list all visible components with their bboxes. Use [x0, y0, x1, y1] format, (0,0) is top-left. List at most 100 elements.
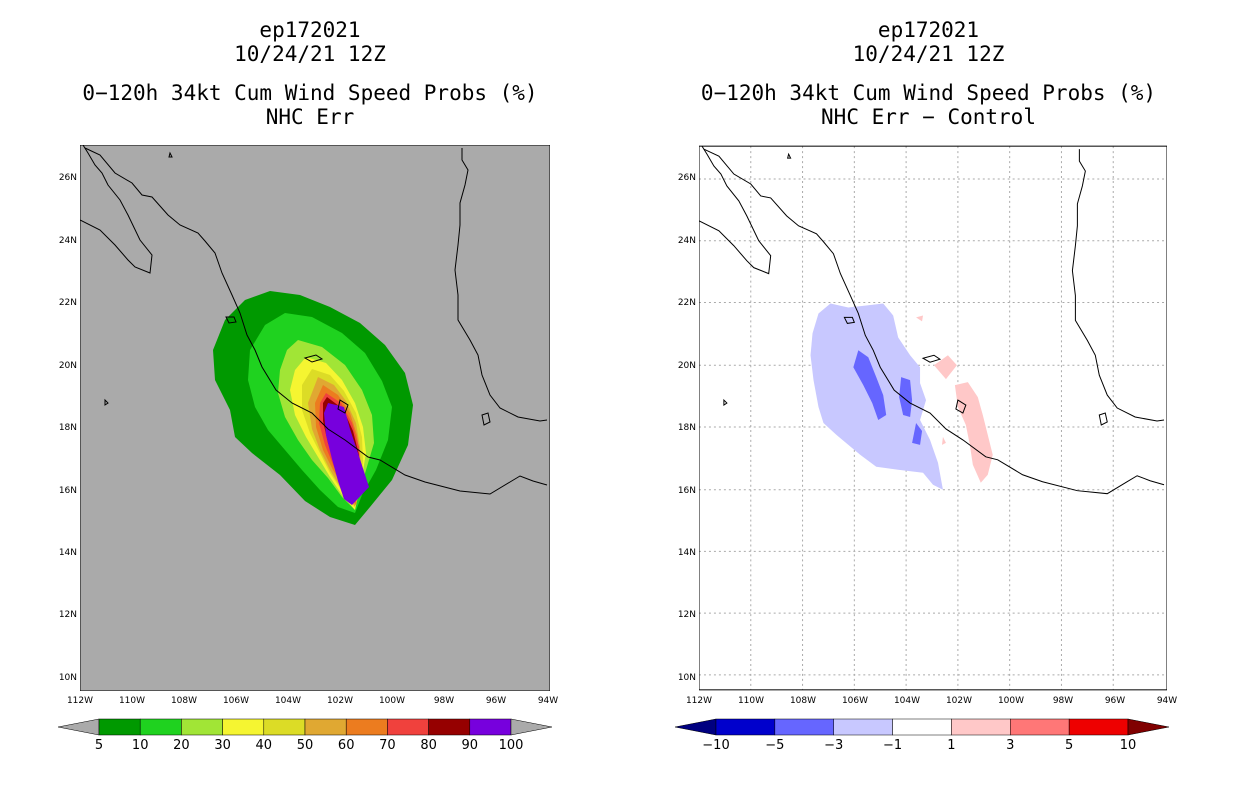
right-colorbar-label: −10	[702, 738, 729, 753]
lat-label-12n: 12N	[678, 610, 696, 620]
left-colorbar-label: 100	[499, 738, 524, 753]
right-colorbar-swatch	[1068, 718, 1129, 736]
left-colorbar-label: 60	[338, 738, 355, 753]
left-colorbar-swatch	[428, 718, 471, 736]
lon-label-102w: 102W	[327, 696, 353, 706]
right-subtitle: NHC Err − Control	[821, 105, 1036, 129]
lat-label-16n: 16N	[678, 486, 696, 496]
right-colorbar-label: −1	[883, 738, 902, 753]
right-colorbar-arrow-high	[1127, 718, 1170, 736]
right-colorbar-swatch	[715, 718, 776, 736]
lon-label-94w: 94W	[1157, 696, 1177, 706]
lat-label-20n: 20N	[59, 361, 77, 371]
right-colorbar-swatch	[833, 718, 893, 736]
left-colorbar-swatch	[469, 718, 512, 736]
left-product-title: 0−120h 34kt Cum Wind Speed Probs (%)	[82, 81, 538, 105]
right-colorbar-label: 5	[1065, 738, 1073, 753]
lat-label-18n: 18N	[678, 423, 696, 433]
diff-neg-3to-5-c	[912, 422, 923, 445]
right-axis-labels: 26N 24N 22N 20N 18N 16N 14N 12N 10N 112W…	[678, 173, 1177, 706]
lat-label-10n: 10N	[59, 673, 77, 683]
lat-label-10n: 10N	[678, 673, 696, 683]
right-gridlines	[699, 146, 1167, 690]
left-colorbar-swatch	[387, 718, 429, 736]
left-storm-id: ep172021	[259, 18, 361, 42]
right-colorbar-label: −3	[824, 738, 843, 753]
right-colorbar-swatch	[892, 718, 952, 736]
lon-label-100w: 100W	[379, 696, 405, 706]
lat-label-12n: 12N	[59, 610, 77, 620]
lon-label-108w: 108W	[790, 696, 816, 706]
left-colorbar-swatch	[98, 718, 141, 736]
left-datetime: 10/24/21 12Z	[234, 42, 386, 66]
lat-label-26n: 26N	[678, 173, 696, 183]
lon-label-104w: 104W	[275, 696, 301, 706]
lat-label-14n: 14N	[678, 548, 696, 558]
diff-pos-1to3-d	[941, 436, 946, 445]
right-map	[699, 145, 1167, 691]
right-colorbar-swatch	[951, 718, 1011, 736]
left-colorbar-label: 5	[95, 738, 103, 753]
lon-label-102w: 102W	[946, 696, 972, 706]
left-colorbar-label: 30	[214, 738, 231, 753]
right-colorbar-swatch	[1010, 718, 1070, 736]
lat-label-18n: 18N	[59, 423, 77, 433]
lon-label-112w: 112W	[67, 696, 93, 706]
right-colorbar-label: 1	[947, 738, 955, 753]
lon-label-106w: 106W	[842, 696, 868, 706]
right-colorbar-label: 3	[1006, 738, 1014, 753]
left-colorbar-swatch	[181, 718, 223, 736]
left-colorbar-swatch	[222, 718, 265, 736]
lon-label-94w: 94W	[538, 696, 558, 706]
lat-label-16n: 16N	[59, 486, 77, 496]
left-colorbar-arrow-high	[510, 718, 553, 736]
lat-label-26n: 26N	[59, 173, 77, 183]
left-colorbar-label: 10	[132, 738, 149, 753]
diff-neg-3to-5-b	[899, 377, 913, 418]
right-colorbar-arrow-low	[674, 718, 717, 736]
left-axis-labels: 26N 24N 22N 20N 18N 16N 14N 12N 10N 112W…	[59, 173, 558, 706]
right-title-block: ep172021 10/24/21 12Z 0−120h 34kt Cum Wi…	[676, 18, 1181, 129]
right-product-title: 0−120h 34kt Cum Wind Speed Probs (%)	[700, 81, 1157, 105]
lat-label-22n: 22N	[678, 298, 696, 308]
left-colorbar-swatch	[263, 718, 306, 736]
lon-label-98w: 98W	[434, 696, 454, 706]
lat-label-24n: 24N	[59, 236, 77, 246]
left-colorbar-swatch	[139, 718, 182, 736]
lon-label-96w: 96W	[1105, 696, 1125, 706]
lon-label-96w: 96W	[486, 696, 506, 706]
left-colorbar-label: 20	[173, 738, 190, 753]
diff-pos-1to3-a	[954, 382, 993, 483]
left-prob-contours	[213, 291, 413, 525]
left-colorbar-label: 40	[256, 738, 273, 753]
lon-label-98w: 98W	[1053, 696, 1073, 706]
right-colorbar-swatch	[774, 718, 834, 736]
left-colorbar-label: 70	[379, 738, 396, 753]
contour-90-100	[324, 403, 369, 505]
lat-label-14n: 14N	[59, 548, 77, 558]
right-storm-id: ep172021	[877, 18, 980, 42]
left-colorbar-label: 80	[420, 738, 437, 753]
right-colorbar: −10 −5 −3 −1 1 3 5 10	[674, 718, 1170, 753]
lon-label-100w: 100W	[998, 696, 1024, 706]
left-map	[80, 145, 550, 691]
right-colorbar-label: −5	[765, 738, 784, 753]
left-colorbar-label: 50	[297, 738, 314, 753]
right-colorbar-label: 10	[1120, 738, 1137, 753]
lat-label-22n: 22N	[59, 298, 77, 308]
diff-pos-1to3-b	[933, 355, 957, 380]
diff-pos-1to3-c	[916, 315, 924, 322]
diff-neg-3to-5-a	[853, 350, 887, 420]
lat-label-24n: 24N	[678, 236, 696, 246]
left-colorbar-label: 90	[462, 738, 479, 753]
right-datetime: 10/24/21 12Z	[852, 42, 1005, 66]
left-subtitle: NHC Err	[265, 105, 355, 129]
lon-label-112w: 112W	[686, 696, 712, 706]
right-diff-contours	[810, 303, 993, 490]
left-colorbar-swatch	[304, 718, 347, 736]
lon-label-108w: 108W	[171, 696, 197, 706]
left-title-block: ep172021 10/24/21 12Z 0−120h 34kt Cum Wi…	[60, 18, 560, 129]
left-colorbar-swatch	[345, 718, 388, 736]
left-colorbar: 5 10 20 30 40 50 60 70 80 90 100	[57, 718, 553, 753]
lat-label-20n: 20N	[678, 361, 696, 371]
